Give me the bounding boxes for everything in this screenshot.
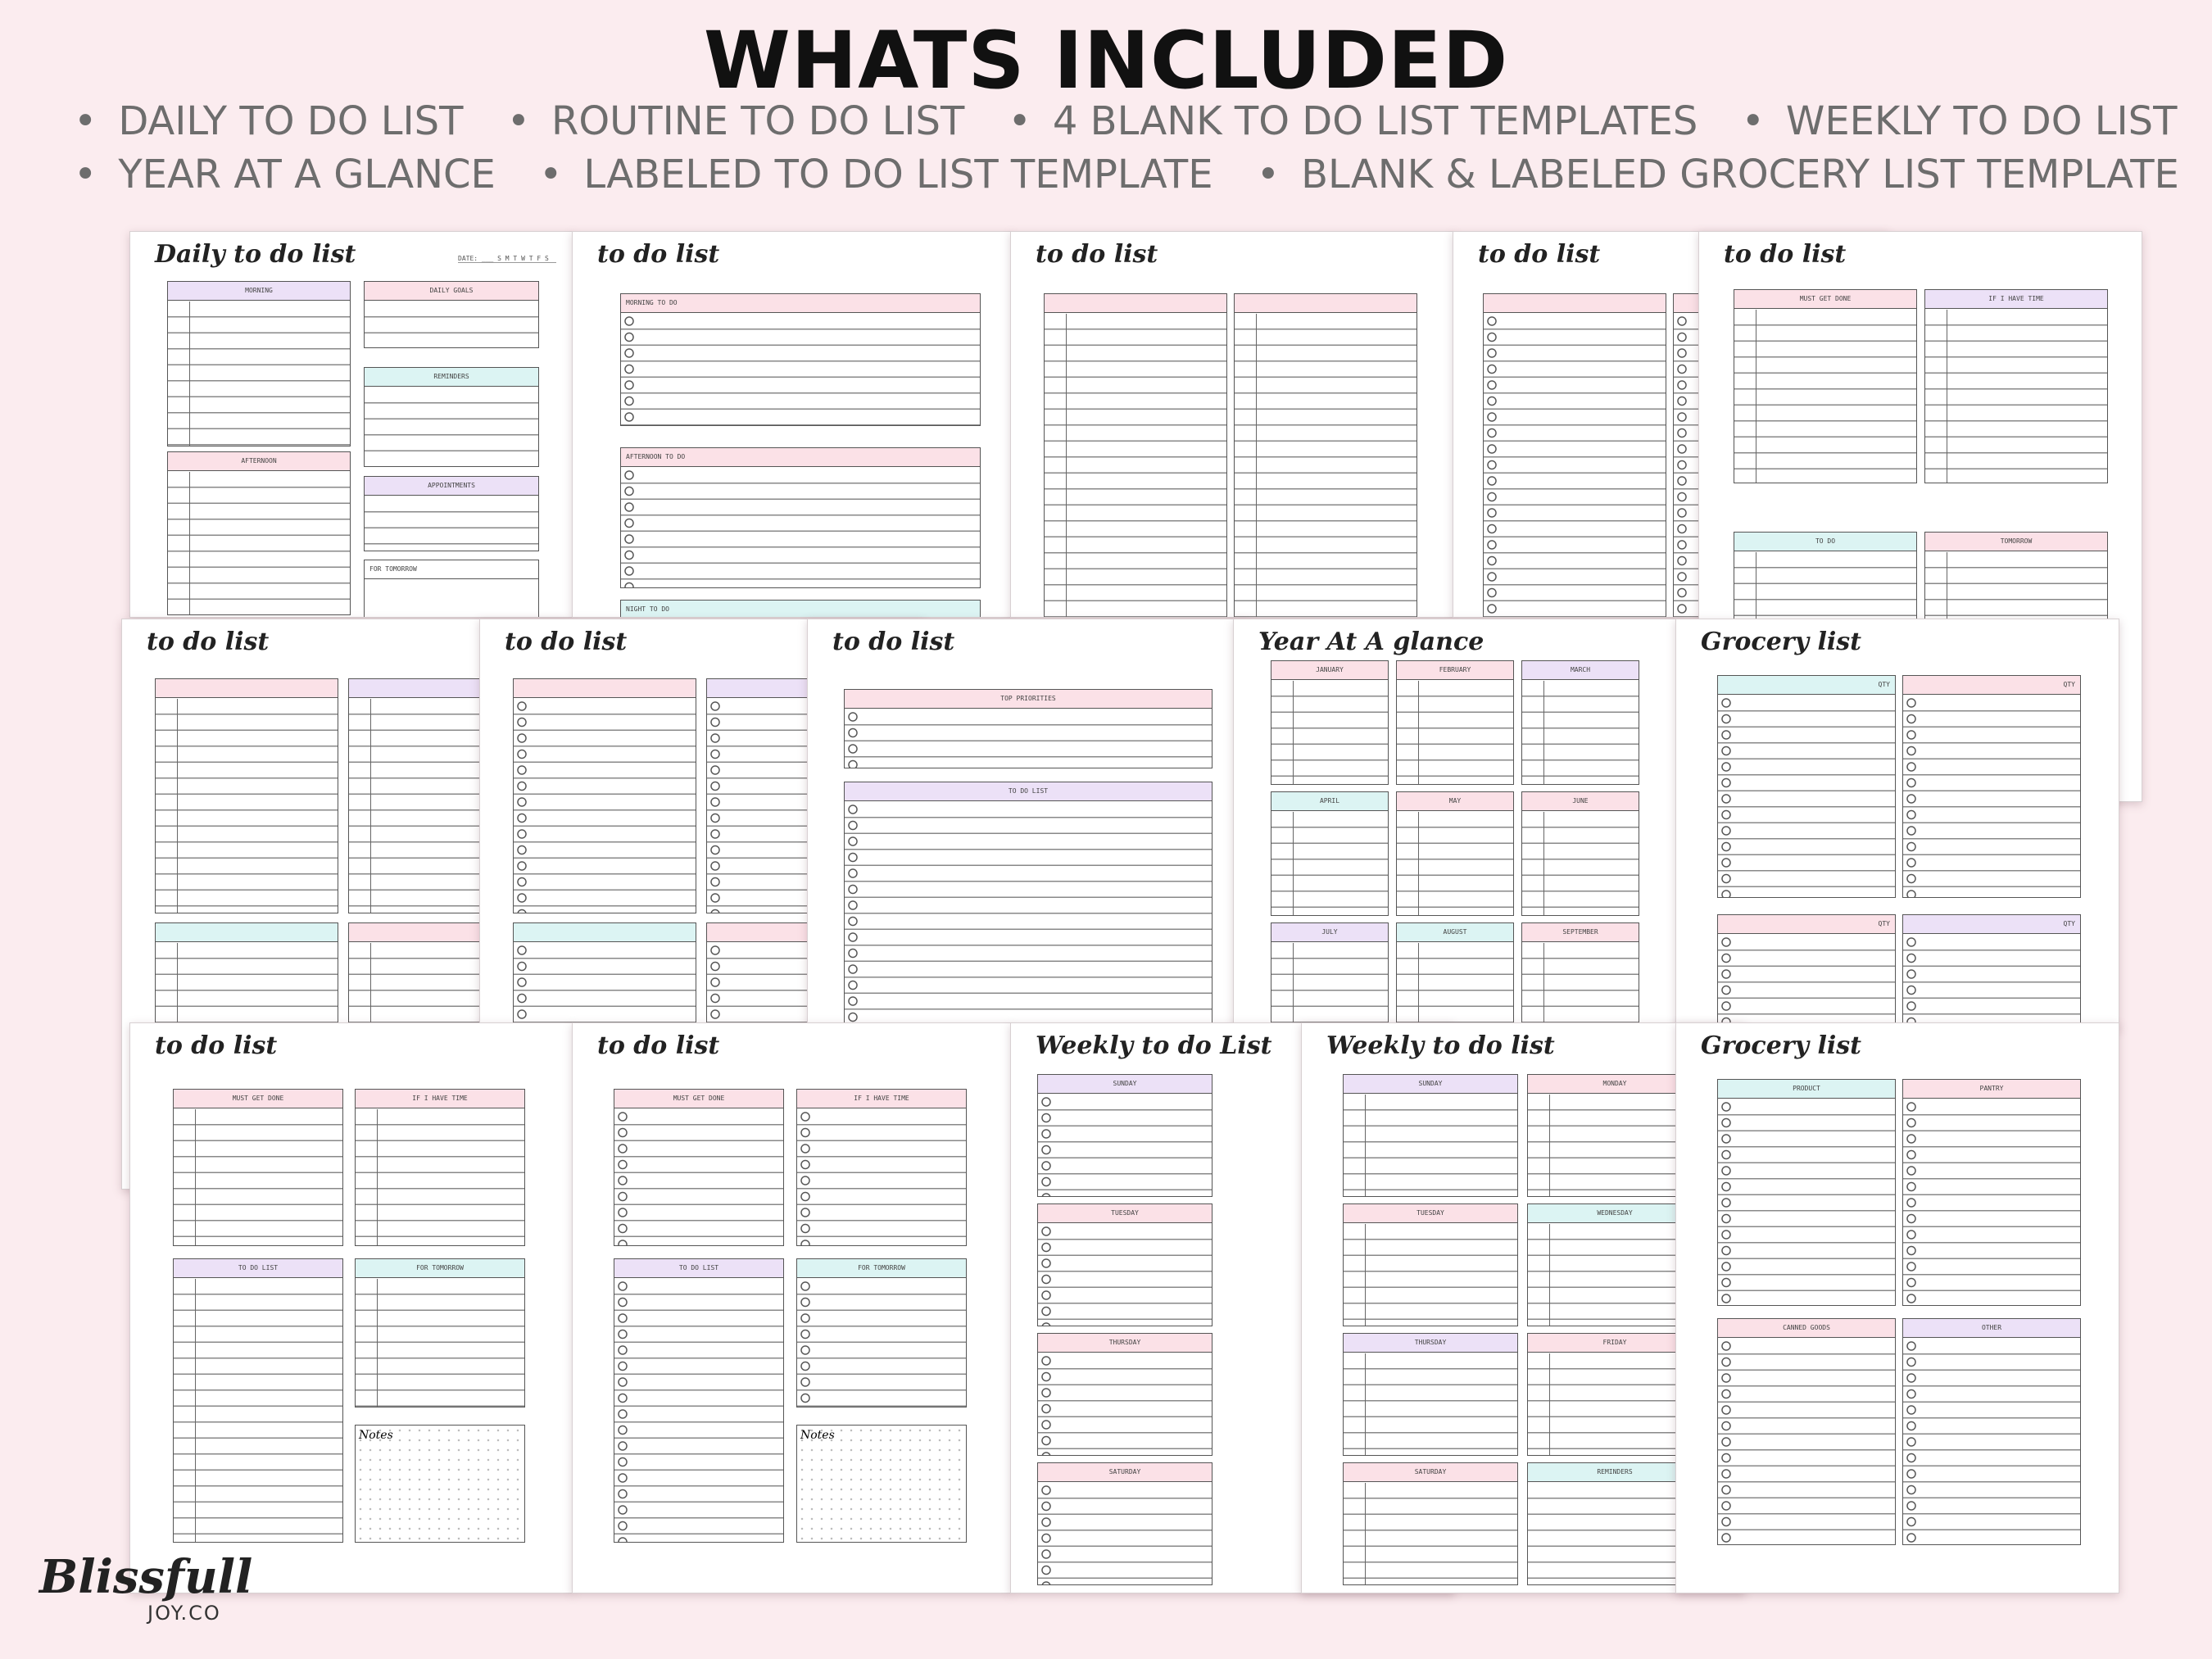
page-heading: Weekly to do List [1036,1031,1272,1060]
tomorrow-box: FOR TOMORROW [355,1258,525,1407]
included-list-row-2: YEAR AT A GLANCE LABELED TO DO LIST TEMP… [74,152,2179,197]
notes-box: Notes [355,1425,525,1543]
blank-column [513,678,696,913]
day-box: WEDNESDAY [1527,1203,1702,1326]
included-item: LABELED TO DO LIST TEMPLATE [539,152,1213,197]
day-box: SATURDAY [1037,1462,1213,1585]
template-page-year: Year At A glance JANUARY FEBRUARY MARCH … [1233,619,1677,1030]
top-priorities-box: TOP PRIORITIES [844,689,1213,768]
template-page-daily: Daily to do list DATE: ___ S M T W T F S… [129,231,573,618]
month-box: JULY [1271,922,1389,1029]
must-get-done-box: MUST GET DONE [173,1089,343,1246]
included-item: WEEKLY TO DO LIST [1742,98,2178,144]
month-box: SEPTEMBER [1521,922,1639,1029]
included-item: YEAR AT A GLANCE [74,152,496,197]
day-box: TUESDAY [1037,1203,1213,1326]
template-page-weekly-b: Weekly to do list SUNDAY MONDAY TUESDAY … [1301,1022,1745,1593]
included-item: BLANK & LABELED GROCERY LIST TEMPLATE [1257,152,2179,197]
reminders-box: REMINDERS [364,367,539,467]
included-item: DAILY TO DO LIST [74,98,463,144]
todo-list-box: TO DO LIST [844,782,1213,1029]
included-item: 4 BLANK TO DO LIST TEMPLATES [1009,98,1698,144]
page-heading: Grocery list [1701,1031,1862,1060]
template-page-priorities: to do list TOP PRIORITIES TO DO LIST [807,619,1251,1030]
morning-section: MORNING TO DO [620,293,981,426]
page-heading: to do list [147,628,270,656]
daily-goals-box: DAILY GOALS [364,281,539,348]
day-box: THURSDAY [1343,1333,1518,1456]
appointments-box: APPOINTMENTS [364,476,539,551]
notes-box: Notes [796,1425,967,1543]
if-time-box: IF I HAVE TIME [1924,289,2108,483]
must-get-done-box: MUST GET DONE [1734,289,1917,483]
template-page-blank-a: to do list [1010,231,1454,618]
page-title: WHATS INCLUDED [703,15,1509,107]
brand-logo: Blissfull [39,1550,253,1604]
page-heading: to do list [597,1031,720,1060]
grocery-section: OTHER [1902,1318,2081,1545]
if-time-box: IF I HAVE TIME [796,1089,967,1246]
grocery-section: CANNED GOODS [1717,1318,1896,1545]
tomorrow-box: FOR TOMORROW [364,560,539,617]
night-section: NIGHT TO DO [620,600,981,617]
if-time-box: IF I HAVE TIME [355,1089,525,1246]
afternoon-section: AFTERNOON TO DO [620,447,981,588]
grocery-column: QTY [1902,914,2081,1029]
day-box: SUNDAY [1343,1074,1518,1197]
page-heading: Year At A glance [1258,628,1484,656]
page-heading: Daily to do list [155,240,356,269]
page-heading: Grocery list [1701,628,1862,656]
month-box: AUGUST [1396,922,1514,1029]
template-page-labeled-b: to do list MUST GET DONE IF I HAVE TIME … [572,1022,1012,1593]
included-item: ROUTINE TO DO LIST [507,98,964,144]
month-box: APRIL [1271,791,1389,916]
day-box: FRIDAY [1527,1333,1702,1456]
grocery-section: PANTRY [1902,1079,2081,1306]
template-page-labeled-a: to do list MUST GET DONE IF I HAVE TIME … [129,1022,573,1593]
page-heading: to do list [597,240,720,269]
blank-column [1234,293,1417,617]
day-box: SATURDAY [1343,1462,1518,1585]
page-heading: to do list [1724,240,1847,269]
grocery-column: QTY [1717,675,1896,898]
day-box: THURSDAY [1037,1333,1213,1456]
date-field: DATE: ___ S M T W T F S [458,255,556,263]
month-box: MARCH [1521,660,1639,785]
grocery-section: PRODUCT [1717,1079,1896,1306]
todo-box: TO DO LIST [614,1258,784,1543]
brand-logo-sub: JOY.CO [147,1602,221,1625]
day-box: SUNDAY [1037,1074,1213,1197]
template-page-grocery-blank: Grocery list QTY QTY QTY QTY [1675,619,2119,1030]
included-list-row-1: DAILY TO DO LIST ROUTINE TO DO LIST 4 BL… [74,98,2177,144]
morning-table: MORNING [167,281,351,446]
day-box: MONDAY [1527,1074,1702,1197]
page-heading: Weekly to do list [1326,1031,1555,1060]
month-box: FEBRUARY [1396,660,1514,785]
page-heading: to do list [832,628,955,656]
month-box: JUNE [1521,791,1639,916]
template-page-grocery-labeled: Grocery list PRODUCT PANTRY CANNED GOODS… [1675,1022,2119,1593]
month-box: JANUARY [1271,660,1389,785]
grocery-column: QTY [1902,675,2081,898]
blank-column [1044,293,1227,617]
day-box: TUESDAY [1343,1203,1518,1326]
todo-box: TO DO LIST [173,1258,343,1543]
month-box: MAY [1396,791,1514,916]
must-get-done-box: MUST GET DONE [614,1089,784,1246]
page-heading: to do list [1478,240,1601,269]
grocery-column: QTY [1717,914,1896,1029]
page-heading: to do list [155,1031,278,1060]
tomorrow-box: FOR TOMORROW [796,1258,967,1407]
blank-column [155,678,338,913]
template-page-routine: to do list MORNING TO DO AFTERNOON TO DO… [572,231,1012,618]
reminders-box: REMINDERS [1527,1462,1702,1585]
page-heading: to do list [505,628,628,656]
page-heading: to do list [1036,240,1158,269]
afternoon-table: AFTERNOON [167,451,351,615]
blank-column [1483,293,1666,617]
